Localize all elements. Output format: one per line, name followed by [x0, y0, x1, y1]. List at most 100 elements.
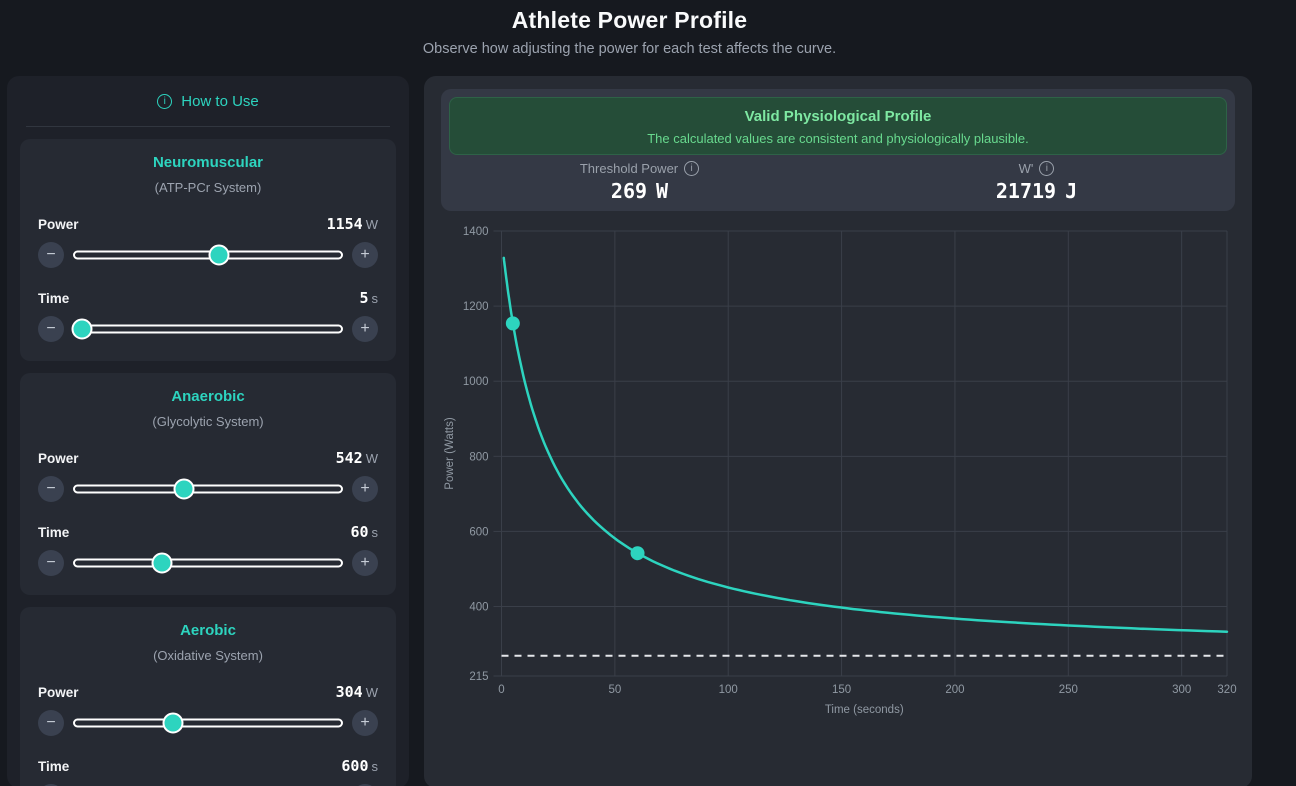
- plus-icon: +: [360, 320, 370, 337]
- power-decrement-button[interactable]: −: [38, 242, 64, 268]
- test-point-marker[interactable]: [505, 316, 520, 331]
- minus-icon: −: [46, 714, 56, 731]
- status-banner: Valid Physiological Profile The calculat…: [449, 97, 1227, 155]
- minus-icon: −: [46, 320, 56, 337]
- time-increment-button[interactable]: +: [352, 550, 378, 576]
- plus-icon: +: [360, 714, 370, 731]
- card-subtitle: (Oxidative System): [153, 648, 263, 663]
- time-increment-button[interactable]: +: [352, 316, 378, 342]
- power-decrement-button[interactable]: −: [38, 476, 64, 502]
- y-axis-title: Power (Watts): [444, 417, 456, 490]
- stat-value: 21719: [995, 179, 1057, 203]
- y-tick-label: 800: [469, 451, 488, 463]
- power-increment-button[interactable]: +: [352, 476, 378, 502]
- stat-threshold-power: Threshold Power i 269 W: [441, 161, 838, 203]
- slider-groove: [73, 718, 343, 728]
- x-axis-title: Time (seconds): [825, 704, 904, 716]
- power-increment-button[interactable]: +: [352, 242, 378, 268]
- y-tick-label: 400: [469, 602, 488, 614]
- y-tick-label: 1200: [463, 301, 489, 313]
- slider-thumb[interactable]: [151, 552, 173, 574]
- power-unit: W: [365, 217, 378, 232]
- info-icon: i: [157, 93, 173, 109]
- test-point-marker[interactable]: [630, 546, 645, 561]
- power-value: 1154: [326, 215, 363, 233]
- slider-groove: [73, 250, 343, 260]
- slider-groove: [73, 484, 343, 494]
- plus-icon: +: [360, 480, 370, 497]
- slider-thumb[interactable]: [208, 244, 230, 266]
- power-value: 304: [335, 683, 363, 701]
- power-decrement-button[interactable]: −: [38, 710, 64, 736]
- card-title: Anaerobic: [171, 388, 245, 405]
- minus-icon: −: [46, 246, 56, 263]
- time-slider[interactable]: [73, 550, 343, 576]
- status-message: The calculated values are consistent and…: [647, 131, 1029, 146]
- time-label: Time: [38, 525, 70, 540]
- x-tick-label: 200: [945, 684, 964, 696]
- stat-label: Threshold Power: [579, 161, 679, 176]
- stat-label: W': [1018, 161, 1034, 176]
- power-curve-svg: 215 400 600 800 1000 1200 1400 0 50 100 150 200 250 3…: [444, 226, 1237, 716]
- test-card-aerobic: Aerobic (Oxidative System) Power 304 W − …: [20, 607, 396, 786]
- status-title: Valid Physiological Profile: [744, 108, 932, 125]
- power-unit: W: [365, 451, 378, 466]
- test-card-anaerobic: Anaerobic (Glycolytic System) Power 542 W…: [20, 373, 396, 595]
- info-icon[interactable]: i: [684, 161, 700, 176]
- y-tick-label: 1400: [463, 226, 489, 238]
- time-unit: s: [371, 291, 379, 306]
- time-value: 600: [341, 757, 369, 775]
- x-tick-label: 100: [719, 684, 738, 696]
- power-slider[interactable]: [73, 710, 343, 736]
- power-increment-button[interactable]: +: [352, 710, 378, 736]
- x-tick-label: 50: [608, 684, 621, 696]
- time-decrement-button[interactable]: −: [38, 316, 64, 342]
- time-label: Time: [38, 291, 70, 306]
- time-decrement-button[interactable]: −: [38, 784, 64, 786]
- divider: [26, 126, 390, 127]
- test-card-neuromuscular: Neuromuscular (ATP-PCr System) Power 115…: [20, 139, 396, 361]
- page-title: Athlete Power Profile: [511, 7, 748, 33]
- time-value: 5: [359, 289, 369, 307]
- card-title: Aerobic: [180, 622, 236, 639]
- power-label: Power: [38, 217, 79, 232]
- y-tick-label: 1000: [463, 376, 489, 388]
- slider-thumb[interactable]: [173, 478, 195, 500]
- stat-value: 269: [610, 179, 648, 203]
- time-value: 60: [350, 523, 369, 541]
- x-tick-label: 320: [1217, 684, 1236, 696]
- time-increment-button[interactable]: +: [352, 784, 378, 786]
- time-label: Time: [38, 759, 70, 774]
- slider-groove: [73, 324, 343, 334]
- stat-unit: J: [1065, 179, 1078, 203]
- minus-icon: −: [46, 554, 56, 571]
- card-subtitle: (ATP-PCr System): [154, 180, 262, 195]
- x-tick-label: 300: [1172, 684, 1191, 696]
- slider-thumb[interactable]: [71, 318, 93, 340]
- power-curve-chart: 215 400 600 800 1000 1200 1400 0 50 100 150 200 250 3…: [440, 216, 1252, 776]
- time-slider[interactable]: [71, 316, 343, 342]
- how-to-use-button[interactable]: i How to Use: [20, 76, 396, 126]
- stat-unit: W: [656, 179, 669, 203]
- slider-groove: [73, 558, 343, 568]
- plus-icon: +: [360, 246, 370, 263]
- minus-icon: −: [46, 480, 56, 497]
- power-label: Power: [38, 451, 79, 466]
- power-label: Power: [38, 685, 79, 700]
- power-curve-line: [502, 256, 1229, 633]
- info-icon[interactable]: i: [1039, 161, 1055, 176]
- power-unit: W: [365, 685, 378, 700]
- page-header: Athlete Power Profile Observe how adjust…: [0, 0, 1259, 57]
- time-decrement-button[interactable]: −: [38, 550, 64, 576]
- x-tick-label: 150: [832, 684, 851, 696]
- slider-thumb[interactable]: [162, 712, 184, 734]
- power-slider[interactable]: [73, 476, 343, 502]
- y-tick-label: 600: [469, 526, 488, 538]
- results-container: Valid Physiological Profile The calculat…: [441, 89, 1235, 211]
- y-tick-label: 215: [469, 671, 488, 683]
- stat-w-prime: W' i 21719 J: [838, 161, 1235, 203]
- power-slider[interactable]: [73, 242, 343, 268]
- power-value: 542: [335, 449, 363, 467]
- card-title: Neuromuscular: [152, 154, 264, 171]
- x-tick-label: 250: [1059, 684, 1078, 696]
